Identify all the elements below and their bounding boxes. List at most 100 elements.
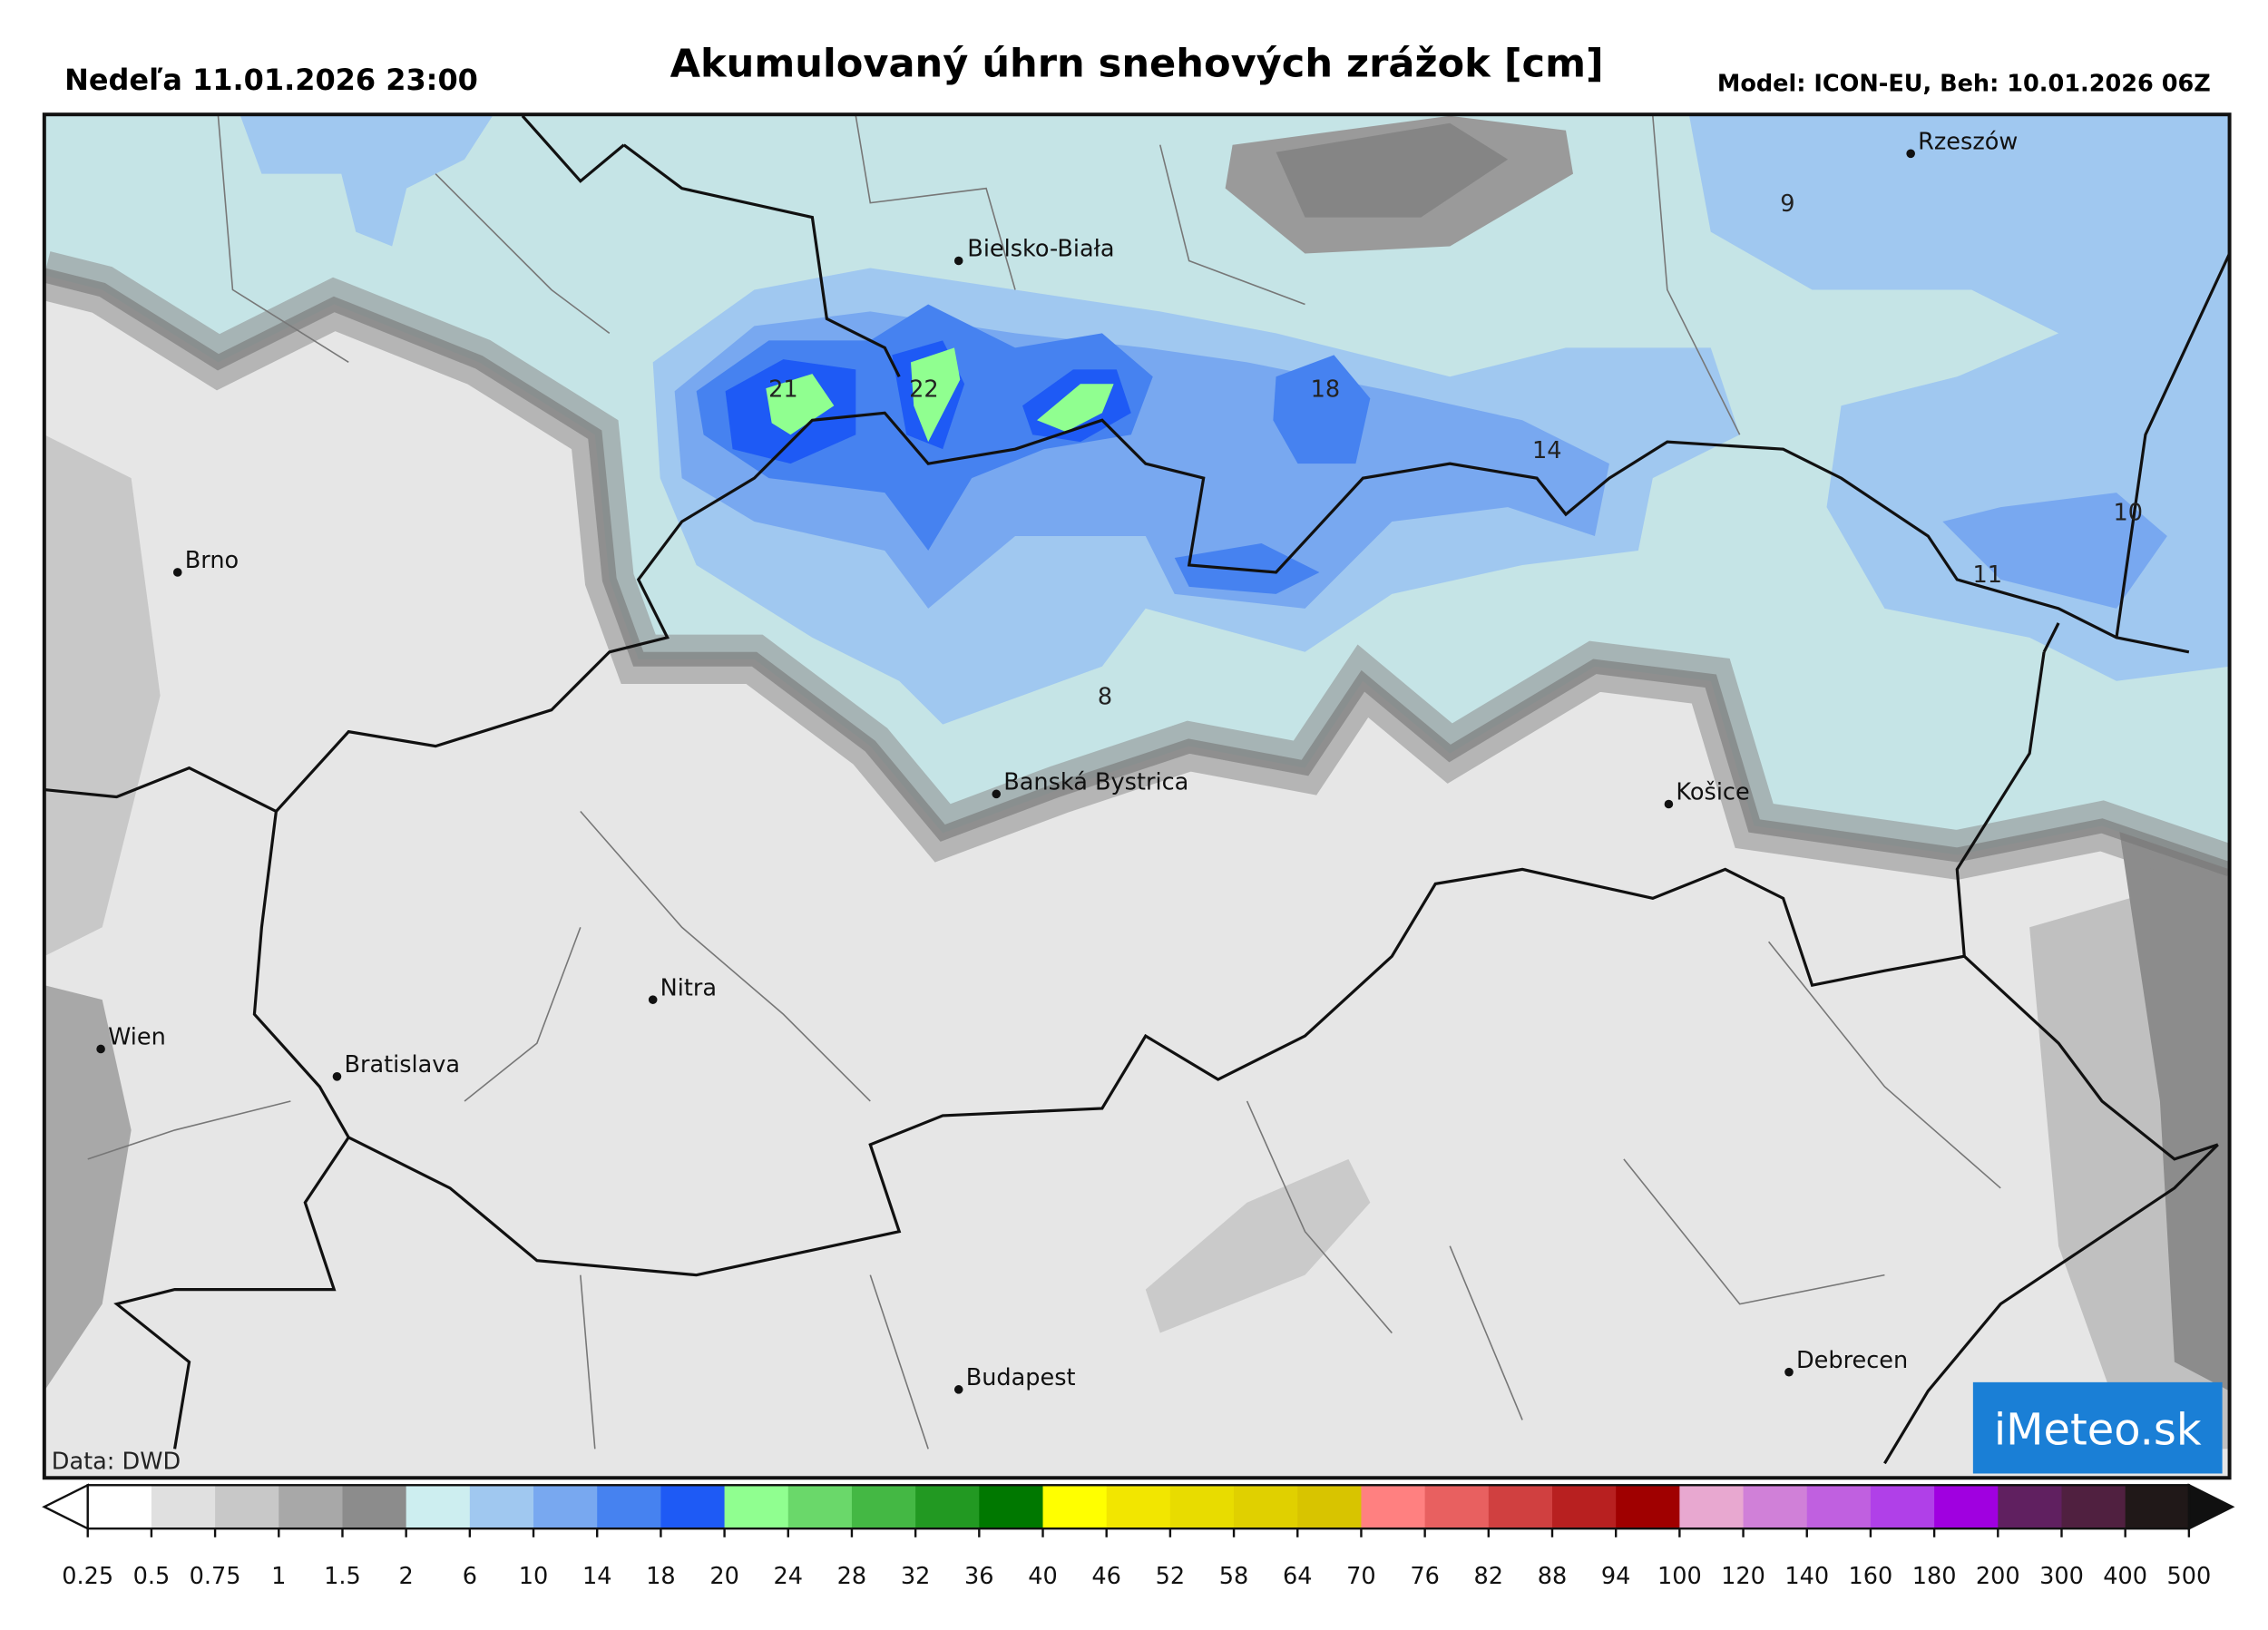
colorbar-tick-label: 64: [1283, 1563, 1313, 1590]
data-source: Data: DWD: [52, 1449, 181, 1476]
colorbar-tick-label: 120: [1721, 1563, 1765, 1590]
colorbar-segment: [1552, 1485, 1617, 1529]
colorbar-tick-label: 300: [2039, 1563, 2084, 1590]
colorbar-tick-label: 52: [1156, 1563, 1186, 1590]
snow-area-green: [911, 347, 961, 443]
colorbar-segment: [1870, 1485, 1935, 1529]
snow-area-blue-mid: [1942, 493, 2167, 609]
colorbar-tick-label: 400: [2103, 1563, 2147, 1590]
colorbar-tick-label: 140: [1784, 1563, 1829, 1590]
colorbar-tick-label: 58: [1219, 1563, 1249, 1590]
city-label: Banská Bystrica: [1003, 769, 1188, 796]
amount-label: 21: [768, 376, 798, 404]
country-borders: [44, 114, 2230, 1465]
colorbar-segment: [1743, 1485, 1808, 1529]
colorbar-tick-label: 0.25: [62, 1563, 113, 1590]
regional-borders: [87, 115, 2001, 1449]
city-dot: [1664, 799, 1674, 809]
colorbar-tick-label: 24: [774, 1563, 804, 1590]
colorbar-tick-label: 36: [964, 1563, 994, 1590]
city-label: Wien: [108, 1024, 166, 1051]
city-label: Bielsko-Biała: [967, 236, 1114, 263]
amount-label: 18: [1311, 376, 1341, 404]
colorbar-segment: [1488, 1485, 1553, 1529]
colorbar-tick-label: 94: [1601, 1563, 1631, 1590]
city-dot: [992, 789, 1002, 799]
snow-area-blue-dark: [1273, 355, 1371, 464]
city-label: Brno: [185, 547, 239, 574]
snow-edge-dark: [44, 268, 2230, 876]
colorbar-segment: [660, 1485, 726, 1529]
colorbar-over: [2187, 1483, 2235, 1531]
city-label: Budapest: [966, 1364, 1076, 1391]
colorbar-segment: [1424, 1485, 1490, 1529]
colorbar-segment: [1169, 1485, 1235, 1529]
colorbar-segment: [1361, 1485, 1426, 1529]
city-dot: [648, 995, 658, 1004]
snow-area-light: [44, 434, 161, 957]
city-dot: [332, 1072, 342, 1081]
colorbar-tick-label: 18: [646, 1563, 676, 1590]
colorbar-tick-label: 46: [1091, 1563, 1121, 1590]
colorbar-tick-label: 76: [1410, 1563, 1440, 1590]
colorbar-segment: [1998, 1485, 2062, 1529]
amount-label: 14: [1532, 437, 1562, 464]
city-label: Bratislava: [344, 1051, 460, 1079]
colorbar-tick-label: 100: [1657, 1563, 1702, 1590]
amount-label: 10: [2114, 499, 2144, 526]
city-dot: [1784, 1367, 1794, 1377]
map: Rzeszów Bielsko-Biała Brno Banská Bystri…: [44, 114, 2230, 1479]
city-label: Rzeszów: [1918, 129, 2018, 156]
colorbar-tick-label: 88: [1538, 1563, 1568, 1590]
colorbar-tick-label: 160: [1849, 1563, 1893, 1590]
colorbar-segment: [2061, 1485, 2126, 1529]
colorbar-segment: [151, 1485, 216, 1529]
colorbar-segment: [1297, 1485, 1362, 1529]
colorbar-segment: [1234, 1485, 1298, 1529]
title: Akumulovaný úhrn snehových zrážok [cm]: [670, 42, 1604, 87]
colorbar-segment: [787, 1485, 853, 1529]
city-dot: [953, 1385, 963, 1394]
amount-label: 8: [1098, 683, 1112, 710]
colorbar-tick-label: 6: [463, 1563, 477, 1590]
colorbar-segment: [1042, 1485, 1108, 1529]
logo: iMeteo.sk: [1994, 1406, 2202, 1456]
colorbar-under: [42, 1483, 89, 1531]
colorbar-segment: [215, 1485, 279, 1529]
colorbar-tick-label: 10: [519, 1563, 549, 1590]
city-markers: [96, 149, 1915, 1394]
colorbar-tick-label: 180: [1912, 1563, 1957, 1590]
snow-area-dark: [1276, 122, 1509, 218]
colorbar-segment: [87, 1485, 152, 1529]
snow-area-blue: [240, 114, 494, 247]
colorbar-segment: [1934, 1485, 1999, 1529]
colorbar-segment: [342, 1485, 407, 1529]
colorbar-segment: [597, 1485, 661, 1529]
colorbar-tick-label: 0.75: [190, 1563, 241, 1590]
colorbar-segment: [1806, 1485, 1872, 1529]
colorbar-segment: [469, 1485, 534, 1529]
colorbar-tick-label: 32: [901, 1563, 931, 1590]
colorbar-tick-label: 14: [582, 1563, 612, 1590]
colorbar: 0.25 0.5 0.75 1 1.5 2 6 10 14 18 20 24 28 32 36 40 46 52 5…: [42, 1483, 2235, 1590]
colorbar-segment: [1679, 1485, 1745, 1529]
city-label: Debrecen: [1796, 1347, 1908, 1374]
colorbar-tick-label: 1.5: [324, 1563, 361, 1590]
snow-area-green: [766, 374, 835, 435]
amount-label: 11: [1973, 561, 2003, 589]
city-dot: [1906, 149, 1915, 159]
city-dot: [953, 256, 963, 266]
colorbar-segment: [851, 1485, 916, 1529]
colorbar-segment: [279, 1485, 343, 1529]
colorbar-tick-label: 2: [399, 1563, 414, 1590]
colorbar-tick-label: 70: [1346, 1563, 1376, 1590]
colorbar-tick-label: 20: [709, 1563, 739, 1590]
snow-area-gray: [2116, 811, 2230, 1391]
amount-label: 9: [1780, 190, 1794, 218]
snow-area-green: [1036, 384, 1114, 433]
model-info: Model: ICON-EU, Beh: 10.01.2026 06Z: [1717, 71, 2211, 98]
colorbar-tick-label: 28: [837, 1563, 867, 1590]
city-label: Košice: [1676, 779, 1749, 806]
